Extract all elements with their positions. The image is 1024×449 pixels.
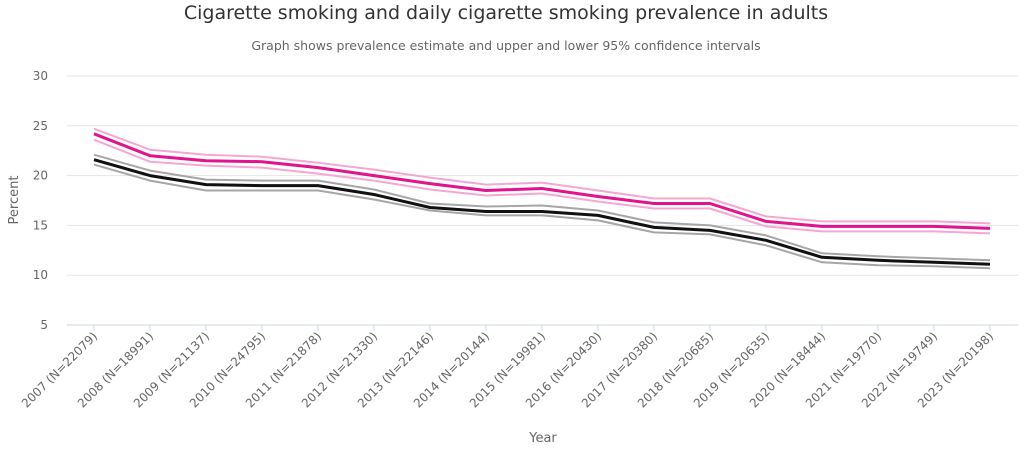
y-axis-ticks: 5 10 15 20 25 30 xyxy=(33,69,48,332)
chart-title: Cigarette smoking and daily cigarette sm… xyxy=(183,2,829,24)
series-line-smoking-upper xyxy=(93,127,991,225)
series-line-daily-estimate xyxy=(93,158,991,266)
series-line-smoking-lower xyxy=(93,138,991,235)
y-axis-title: Percent xyxy=(7,176,22,225)
y-tick-label: 30 xyxy=(33,69,48,83)
y-tick-label: 5 xyxy=(40,318,48,332)
series-line-daily-lower xyxy=(93,163,991,270)
series-lines xyxy=(93,127,991,270)
chart-subtitle: Graph shows prevalence estimate and uppe… xyxy=(251,38,761,53)
gridlines xyxy=(67,75,1018,326)
x-axis-title: Year xyxy=(528,431,557,446)
y-tick-label: 15 xyxy=(33,218,48,232)
x-axis-ticks: 2007 (N=22079)2008 (N=18991)2009 (N=2113… xyxy=(19,325,996,410)
y-tick-label: 25 xyxy=(33,119,48,133)
series-line-daily-upper xyxy=(93,153,991,262)
series-line-smoking-estimate xyxy=(93,132,991,230)
y-tick-label: 20 xyxy=(33,169,48,183)
y-tick-label: 10 xyxy=(33,268,48,282)
